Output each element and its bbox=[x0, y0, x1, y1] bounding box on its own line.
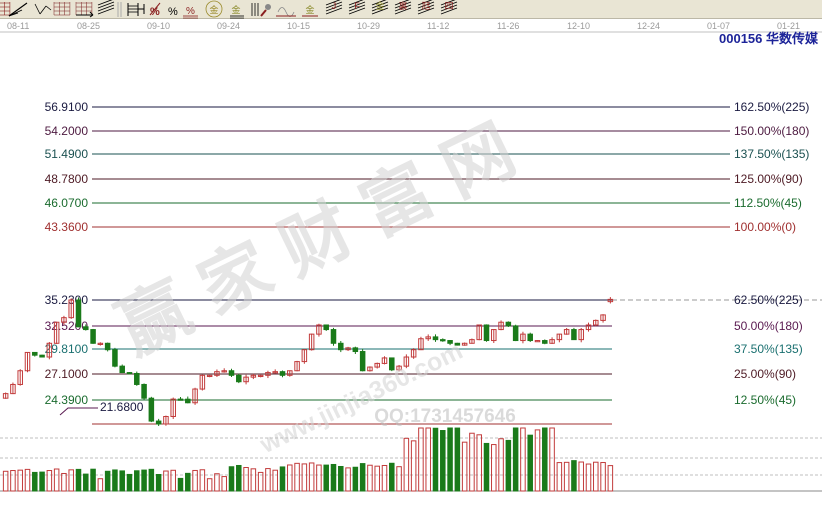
svg-text:09-24: 09-24 bbox=[217, 21, 240, 31]
svg-text:11-26: 11-26 bbox=[497, 21, 519, 31]
svg-text:J: J bbox=[332, 1, 337, 11]
svg-text:112.50%(45): 112.50%(45) bbox=[734, 196, 802, 210]
svg-text:100.00%(0): 100.00%(0) bbox=[734, 220, 796, 234]
svg-text:01-21: 01-21 bbox=[777, 21, 800, 31]
svg-text:12-24: 12-24 bbox=[637, 21, 660, 31]
svg-text:125.00%(90): 125.00%(90) bbox=[734, 172, 803, 186]
svg-text:%: % bbox=[168, 6, 178, 18]
svg-text:12.50%(45): 12.50%(45) bbox=[734, 393, 796, 407]
svg-text:56.9100: 56.9100 bbox=[45, 100, 89, 114]
svg-text:%: % bbox=[186, 6, 195, 17]
svg-text:37.50%(135): 37.50%(135) bbox=[734, 342, 803, 356]
svg-text:裏: 裏 bbox=[398, 0, 407, 11]
svg-text:51.4900: 51.4900 bbox=[45, 147, 89, 161]
svg-text:43.3600: 43.3600 bbox=[45, 220, 89, 234]
svg-text:金: 金 bbox=[231, 4, 240, 15]
svg-text:01-07: 01-07 bbox=[707, 21, 730, 31]
svg-text:%: % bbox=[150, 6, 160, 18]
svg-text:尫: 尫 bbox=[421, 1, 430, 11]
svg-text:24.3900: 24.3900 bbox=[45, 393, 89, 407]
svg-text:金: 金 bbox=[305, 4, 314, 15]
svg-text:08-25: 08-25 bbox=[77, 21, 100, 31]
svg-text:F: F bbox=[354, 1, 360, 11]
svg-text:46.0700: 46.0700 bbox=[45, 196, 89, 210]
svg-text:四: 四 bbox=[444, 1, 453, 11]
svg-text:50.00%(180): 50.00%(180) bbox=[734, 319, 803, 333]
svg-text:35.2300: 35.2300 bbox=[45, 293, 89, 307]
svg-text:金: 金 bbox=[375, 0, 384, 11]
svg-text:54.2000: 54.2000 bbox=[45, 124, 89, 138]
svg-text:08-11: 08-11 bbox=[7, 21, 29, 31]
svg-text:25.00%(90): 25.00%(90) bbox=[734, 367, 796, 381]
svg-text:QQ:1731457646: QQ:1731457646 bbox=[374, 406, 516, 427]
svg-text:21.6800: 21.6800 bbox=[100, 400, 144, 414]
svg-text:11-12: 11-12 bbox=[427, 21, 449, 31]
svg-text:27.1000: 27.1000 bbox=[45, 367, 89, 381]
svg-text:10-15: 10-15 bbox=[287, 21, 310, 31]
svg-text:137.50%(135): 137.50%(135) bbox=[734, 147, 809, 161]
svg-text:12-10: 12-10 bbox=[567, 21, 590, 31]
svg-text:000156 华数传媒: 000156 华数传媒 bbox=[719, 31, 819, 46]
svg-text:62.50%(225): 62.50%(225) bbox=[734, 293, 803, 307]
svg-text:162.50%(225): 162.50%(225) bbox=[734, 100, 809, 114]
svg-text:09-10: 09-10 bbox=[147, 21, 170, 31]
svg-text:48.7800: 48.7800 bbox=[45, 172, 89, 186]
svg-text:150.00%(180): 150.00%(180) bbox=[734, 124, 809, 138]
svg-text:10-29: 10-29 bbox=[357, 21, 380, 31]
svg-text:金: 金 bbox=[209, 4, 218, 15]
